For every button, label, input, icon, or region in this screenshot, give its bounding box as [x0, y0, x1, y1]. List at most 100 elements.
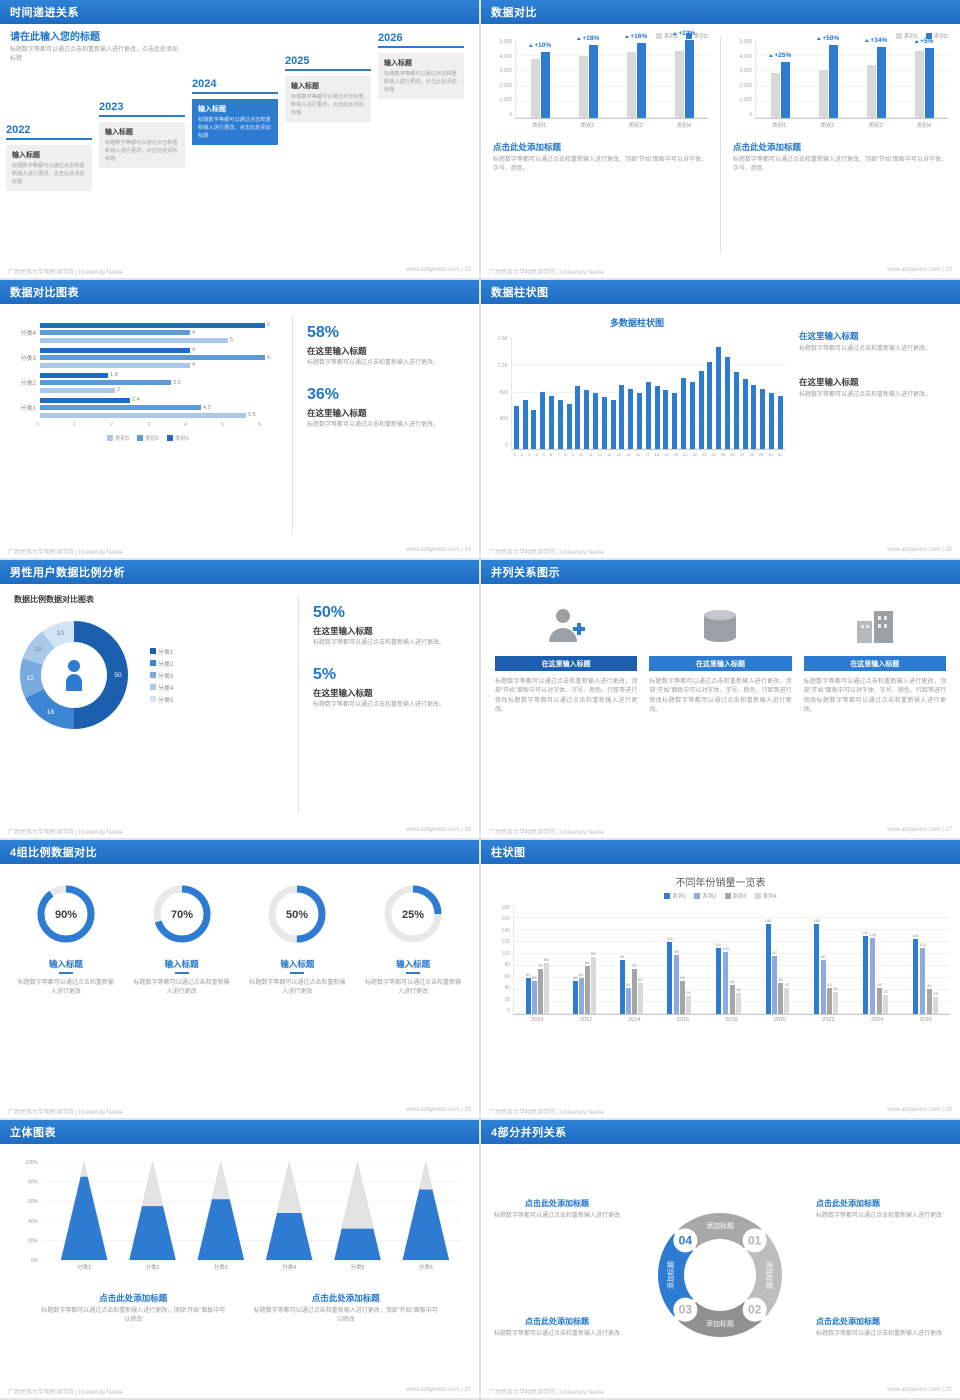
y-tick: 1.6K: [497, 336, 508, 342]
bar: [525, 978, 531, 1014]
bar: [578, 56, 588, 118]
stats-panel: 50% 在这里输入标题 标题数字等都可以通过点击和重新输入进行更改。 5% 在这…: [299, 584, 479, 825]
legend-swatch: [150, 672, 156, 678]
legend-item: 分类3: [150, 671, 173, 680]
bar: [654, 386, 660, 449]
bar-value: 150: [764, 918, 772, 923]
y-tick: 3,000: [739, 68, 752, 75]
bar-group: [760, 337, 766, 449]
bar-group: [645, 337, 651, 449]
ratio-column: 90% 输入标题 标题数字等都可以通过点击和重新输入进行更改: [8, 882, 124, 1105]
caption-heading: 在这里输入标题: [799, 377, 859, 388]
legend-swatch: [150, 660, 156, 666]
timeline-box: 输入标题 标题数字等都可以通过点击和重新输入进行更改，点击此处添加标题: [192, 99, 278, 146]
slide-17[interactable]: 并列关系图示 在这里输入标题 标题数字等都可以通过点击和重新输入进行更改，顶部“…: [481, 560, 960, 838]
bar-group: 55 60 80 95: [572, 906, 596, 1014]
bar: [772, 956, 778, 1014]
number-badge: [742, 1228, 767, 1253]
x-tick: 类别3: [868, 123, 883, 129]
y-tick: 1,000: [739, 97, 752, 104]
slide-21[interactable]: 4部分并列关系 点击此处添加标题 标题数字等都可以通过点击和重新输入进行更改 点…: [481, 1120, 960, 1398]
caption-row: 点击此处添加标题 标题数字等都可以通过点击和重新输入进行更改，顶部“开始”面板中…: [6, 1280, 473, 1326]
bar-group: [531, 337, 537, 449]
x-axis: 类别1 类别2 类别3 类别4: [515, 119, 708, 129]
delta-label: +22%: [673, 30, 695, 37]
x-tick: 2026: [919, 1017, 932, 1023]
donut-segment: [22, 631, 55, 665]
bar-group: [725, 337, 731, 449]
slide-14[interactable]: 数据对比图表 分类4 6 4 5 分类3 4 6 4 分类2 1.8 3.5 2 分类1 2.4 4.3 5.…: [0, 280, 479, 558]
number-badge: [673, 1228, 698, 1253]
stat-heading: 在这里输入标题: [307, 408, 367, 419]
column-text: 标题数字等都可以通过点击和重新输入进行更改，顶部“开始”面板中可以对字体、字号、…: [495, 679, 638, 713]
footer-site-page: www.aotgenius.com | 14: [406, 547, 471, 553]
y-tick: 0: [507, 1007, 510, 1014]
bar: [689, 382, 695, 449]
delta-label: +16%: [625, 33, 647, 40]
bar-group: 130 126 43 32: [862, 906, 889, 1014]
footer-school: 广西民族大学相思湖学院 | University Name: [8, 1110, 123, 1116]
title-button: 在这里输入标题: [803, 656, 946, 671]
bar-group: [663, 337, 669, 449]
donut-value: 18: [47, 709, 55, 716]
stat-text: 标题数字等都可以通过点击和重新输入进行更改。: [313, 702, 446, 709]
footer-site-page: www.aotgenius.com | 12: [406, 267, 471, 273]
bar-group: +10%: [530, 40, 551, 118]
footer-school: 广西民族大学相思湖学院 | University Name: [8, 830, 123, 836]
bar: [672, 393, 678, 449]
y-tick: 180: [501, 905, 510, 911]
bar: [769, 393, 774, 449]
caption-heading: 点击此处添加标题: [525, 1199, 589, 1208]
x-axis: 1 2 3 4 5 6 7 8 9 10 11 12 13 14 15 16 17 18 19 20 21 22 23 24 2…: [511, 450, 785, 457]
category-label: 分类2: [20, 381, 36, 387]
y-tick: 120: [501, 939, 510, 946]
chart-legend: 类别3 类别2 类别1: [10, 434, 286, 442]
slide-12[interactable]: 时间递进关系 请在此输入您的标题 标题数字等都可以通过点击和重新输入进行更改，点…: [0, 0, 479, 278]
delta-label: +50%: [817, 35, 839, 42]
slide-15[interactable]: 数据柱状图 多数据柱状图 1.6K 1.2K 800 400 0 1 2 3 4 5 6 7 8 9 10 1…: [481, 280, 960, 558]
y-axis: 5,000 4,000 3,000 2,000 1,000 0: [733, 40, 755, 118]
donut-segment: [20, 658, 45, 698]
slide-20[interactable]: 立体图表 0% 20% 40% 60% 80% 100% 分类1 分类2 分类3 分类4 分类5 分类…: [0, 1120, 479, 1398]
y-tick: 40: [504, 985, 510, 992]
footer-site-page: www.aotgenius.com | 18: [406, 1107, 471, 1113]
x-tick: 2020: [773, 1017, 787, 1023]
bar-group: [540, 337, 546, 449]
bar-value: 150: [813, 918, 820, 923]
y-tick: 140: [501, 927, 510, 934]
bar: [543, 963, 549, 1014]
bar-chart: 5,000 4,000 3,000 2,000 1,000 0 +10% +18% +16% +2…: [493, 30, 708, 129]
bar-value: 52: [637, 977, 643, 982]
slide-19[interactable]: 柱状图 不同年份销量一览表 系列1 系列2 系列3 系列4 180 160 140 120 1…: [481, 840, 960, 1118]
donut-segment: [42, 621, 74, 649]
slide-body: 点击此处添加标题 标题数字等都可以通过点击和重新输入进行更改 点击此处添加标题 …: [481, 1168, 960, 1398]
caption-heading: 点击此处添加标题: [733, 142, 802, 152]
donut-panel: 数据比例数据对比图表 50 18 12 10 10 分类1 分类2 分类3 分类4 分类5: [0, 584, 298, 825]
bar: [663, 390, 669, 449]
slide-16[interactable]: 男性用户数据比例分析 数据比例数据对比图表 50 18 12 10 10 分类1 分类2 分…: [0, 560, 479, 838]
caption-block: 点击此处添加标题 标题数字等都可以通过点击和重新输入进行更改: [816, 1198, 952, 1221]
x-tick: 16: [635, 452, 640, 457]
caption-heading: 点击此处添加标题: [99, 1293, 168, 1303]
bar-value: 5: [230, 337, 234, 343]
timeline-box-text: 标题数字等都可以通过点击和重新输入进行更改，点击此处添加标题: [12, 163, 85, 186]
slide-title: 4部分并列关系: [491, 1127, 567, 1139]
slide-13[interactable]: 数据对比 系列1 系列2 5,000 4,000 3,000 2,000 1,000 0 +1…: [481, 0, 960, 278]
number-label: 04: [679, 1233, 693, 1247]
column-text: 标题数字等都可以通过点击和重新输入进行更改，顶部“开始”面板中可以对字体、字号、…: [803, 679, 946, 713]
x-tick: 9: [571, 452, 574, 457]
bar: [590, 957, 596, 1014]
bar-group: [751, 337, 757, 449]
chart-title: 多数据柱状图: [609, 318, 664, 328]
footer-school: 广西民族大学相思湖学院 | University Name: [489, 1110, 604, 1116]
timeline-box-text: 标题数字等都可以通过点击和重新输入进行更改，点击此处添加标题: [384, 71, 457, 94]
slide-18[interactable]: 4组比例数据对比 90% 输入标题 标题数字等都可以通过点击和重新输入进行更改 …: [0, 840, 479, 1118]
ratio-heading: 输入标题: [16, 958, 116, 974]
bar: [733, 372, 739, 449]
caption-block: 点击此处添加标题 标题数字等都可以通过点击和重新输入进行更改，顶部“开始”面板中…: [733, 141, 948, 175]
x-tick: 19: [663, 452, 669, 457]
bar-value: 2.4: [132, 397, 140, 403]
timeline-box-title: 输入标题: [105, 129, 133, 136]
icon-area: [804, 600, 946, 652]
bar: [751, 385, 757, 449]
